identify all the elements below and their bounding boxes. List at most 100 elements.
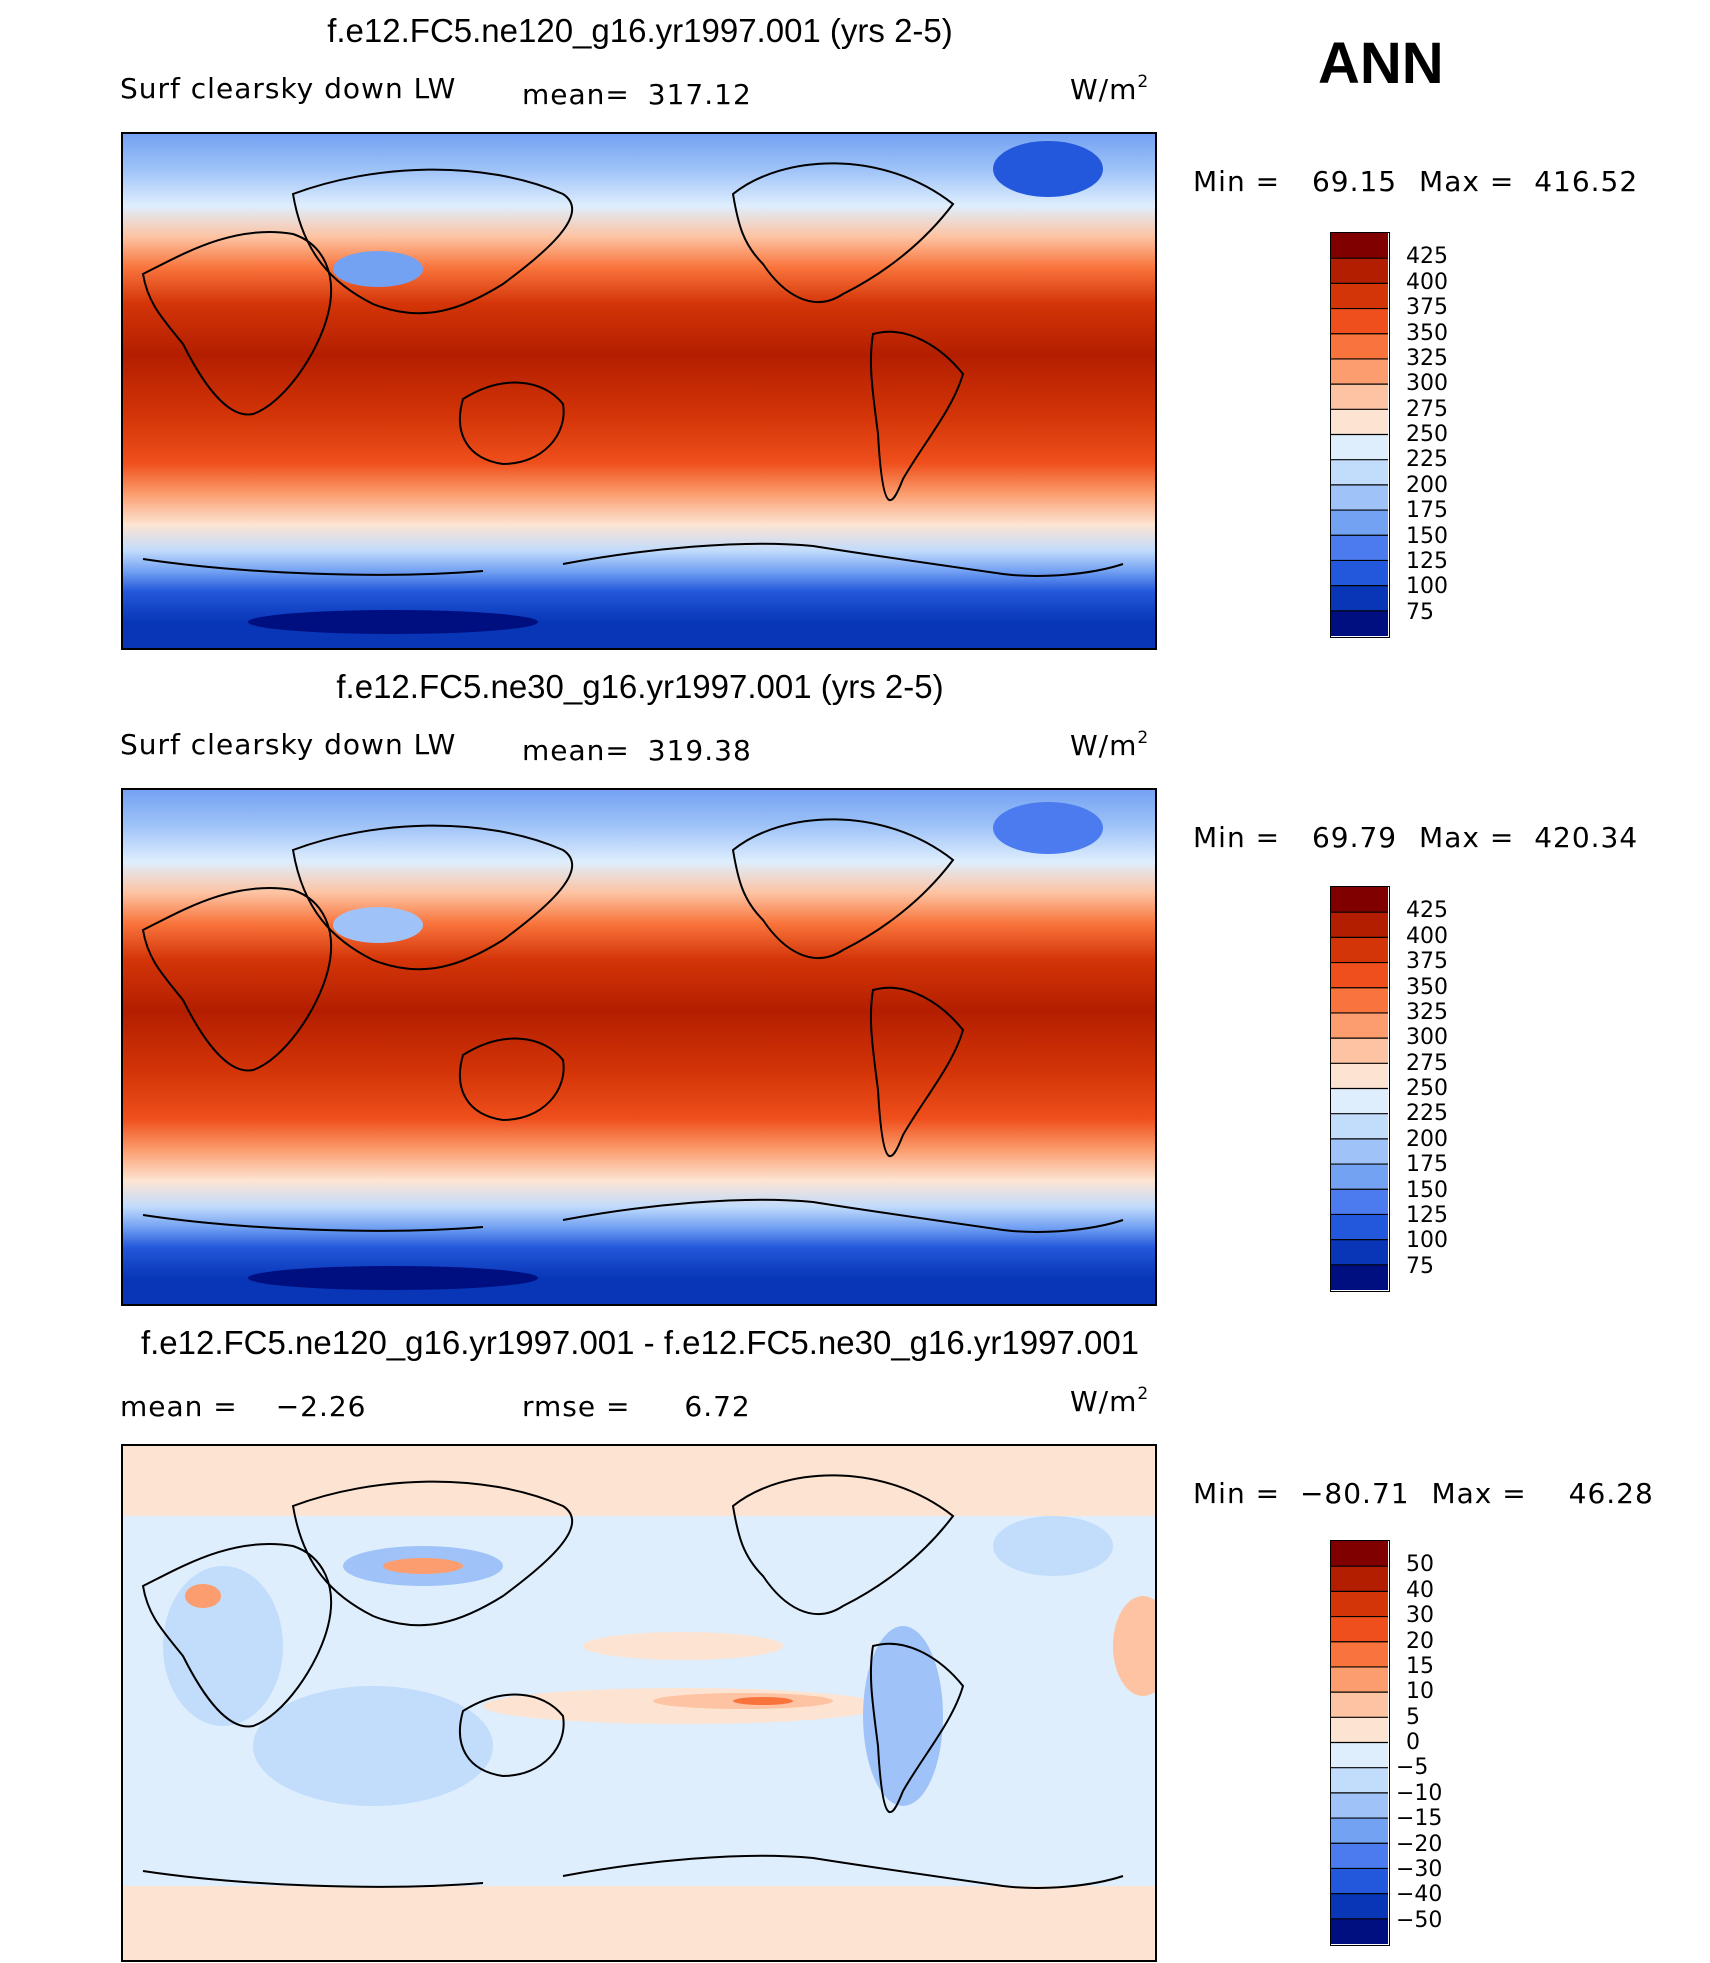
colorbar-swatch [1331,1792,1388,1819]
panel-3-title: f.e12.FC5.ne120_g16.yr1997.001 - f.e12.F… [140,1324,1140,1361]
colorbar-tick-label: 10 [1406,1679,1434,1705]
panel-3-mean: mean = −2.26 [120,1390,367,1423]
colorbar-tick-label: 350 [1406,320,1448,346]
colorbar-tick-label: 75 [1406,1253,1434,1279]
panel-1-units-exp: 2 [1137,72,1150,92]
colorbar-tick-label: 0 [1406,1730,1420,1755]
colorbar-tick-label: 125 [1406,548,1448,574]
colorbar-swatch [1331,1541,1388,1567]
colorbar-tick-label: 200 [1406,472,1448,498]
colorbar-swatch [1331,585,1388,612]
colorbar-tick-label: 375 [1406,295,1448,321]
colorbar-tick-label: 40 [1406,1577,1434,1603]
panel-1-min-value: 69.15 [1311,165,1398,198]
colorbar-swatch [1331,1264,1388,1290]
panel-1-map [121,132,1157,650]
colorbar-swatch [1331,1088,1388,1115]
colorbar-tick-label: −15 [1396,1806,1443,1832]
colorbar-tick-label: 375 [1406,949,1448,975]
colorbar-swatch [1331,1868,1388,1895]
panel-1-units-base: W/m [1070,73,1138,106]
panel-3-coastlines [141,1474,1124,1889]
panel-2-variable: Surf clearsky down LW [120,728,457,761]
colorbar-tick-label: 50 [1406,1552,1434,1578]
colorbar-swatch [1331,233,1388,259]
panel-1-mean-value: 317.12 [647,78,752,111]
colorbar-tick-label: 75 [1406,599,1434,625]
colorbar-swatch [1331,1692,1388,1718]
panel-3-units-base: W/m [1070,1385,1138,1418]
panel-2-mean: mean= 319.38 [522,734,752,767]
colorbar-swatch [1331,258,1388,284]
colorbar-swatch [1331,1616,1388,1643]
colorbar-tick-label: −40 [1396,1882,1443,1908]
panel-2-mean-label: mean= [522,734,630,767]
panel-3-max-label: Max = [1431,1477,1527,1510]
colorbar-swatch [1331,1818,1388,1844]
colorbar-swatch [1331,1641,1388,1668]
colorbar-swatch [1331,308,1388,335]
colorbar-tick-label: 300 [1406,371,1448,397]
colorbar-tick-label: 325 [1406,345,1448,371]
colorbar-swatch [1331,1164,1388,1190]
colorbar-tick-label: 250 [1406,1076,1448,1101]
panel-3-map [121,1444,1157,1962]
colorbar-swatch [1331,912,1388,938]
colorbar-swatch [1331,1666,1388,1693]
colorbar-tick-label: −50 [1396,1907,1443,1933]
colorbar-tick-label: 20 [1406,1628,1434,1654]
colorbar-swatch [1331,937,1388,964]
panel-3-max-value: 46.28 [1568,1477,1654,1510]
colorbar-tick-label: 325 [1406,999,1448,1025]
colorbar-tick-label: 225 [1406,447,1448,473]
panel-3-units: W/m2 [1070,1384,1149,1418]
colorbar-tick-label: 100 [1406,1228,1448,1254]
colorbar-swatch [1331,1717,1388,1743]
colorbar-swatch [1331,1214,1388,1241]
colorbar-swatch [1331,1918,1388,1944]
colorbar-swatch [1331,384,1388,410]
colorbar-swatch [1331,1063,1388,1089]
colorbar-swatch [1331,1012,1388,1039]
panel-3-units-exp: 2 [1137,1384,1150,1404]
panel-1-min-label: Min = [1193,165,1281,198]
panel-1-colorbar [1330,232,1390,638]
colorbar-tick-label: 250 [1406,422,1448,447]
panel-3-rmse: rmse = 6.72 [522,1390,751,1423]
panel-3-mean-value: −2.26 [275,1390,367,1423]
colorbar-swatch [1331,1113,1388,1140]
colorbar-tick-label: 425 [1406,244,1448,270]
colorbar-tick-label: 150 [1406,523,1448,549]
panel-1-units: W/m2 [1070,72,1149,106]
panel-1-minmax: Min = 69.15 Max = 416.52 [1193,165,1638,198]
colorbar-tick-label: −5 [1396,1755,1429,1781]
colorbar-tick-label: 100 [1406,574,1448,600]
panel-3-min-label: Min = [1193,1477,1281,1510]
panel-2-units-base: W/m [1070,729,1138,762]
colorbar-swatch [1331,1843,1388,1869]
panel-2-min-value: 69.79 [1311,821,1398,854]
colorbar-swatch [1331,1767,1388,1794]
colorbar-swatch [1331,1742,1388,1769]
colorbar-swatch [1331,1138,1388,1165]
colorbar-tick-label: 350 [1406,974,1448,1000]
panel-3-features [123,1446,1155,1960]
panel-2-map [121,788,1157,1306]
colorbar-swatch [1331,987,1388,1014]
colorbar-tick-label: 425 [1406,898,1448,924]
colorbar-swatch [1331,535,1388,561]
colorbar-tick-label: 275 [1406,396,1448,422]
colorbar-tick-label: 225 [1406,1101,1448,1127]
colorbar-swatch [1331,1566,1388,1592]
season-label: ANN [1318,31,1444,96]
panel-2-max-label: Max = [1419,821,1515,854]
colorbar-swatch [1331,610,1388,636]
colorbar-tick-label: 300 [1406,1025,1448,1051]
colorbar-tick-label: 400 [1406,269,1448,295]
colorbar-swatch [1331,409,1388,435]
colorbar-tick-label: 150 [1406,1177,1448,1203]
colorbar-swatch [1331,333,1388,360]
panel-3-rmse-label: rmse = [522,1390,631,1423]
colorbar-tick-label: 15 [1406,1653,1434,1679]
colorbar-tick-label: 125 [1406,1202,1448,1228]
